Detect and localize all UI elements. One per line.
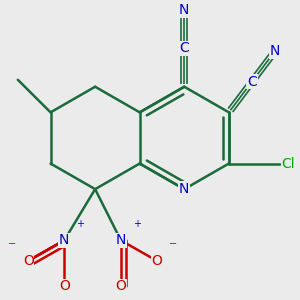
Text: O: O xyxy=(152,254,162,268)
Text: C: C xyxy=(247,75,257,88)
Text: O: O xyxy=(23,254,34,268)
Text: Cl: Cl xyxy=(281,157,295,171)
Text: −: − xyxy=(169,239,177,249)
Text: O: O xyxy=(59,279,70,293)
Text: N: N xyxy=(59,233,69,248)
Text: +: + xyxy=(76,218,84,229)
Text: N: N xyxy=(270,44,280,58)
Text: N: N xyxy=(116,233,126,248)
Text: O: O xyxy=(116,279,126,293)
Text: +: + xyxy=(133,218,141,229)
Text: −: − xyxy=(8,239,16,249)
Text: C: C xyxy=(179,41,189,55)
Text: N: N xyxy=(179,182,190,196)
Text: N: N xyxy=(179,3,190,17)
